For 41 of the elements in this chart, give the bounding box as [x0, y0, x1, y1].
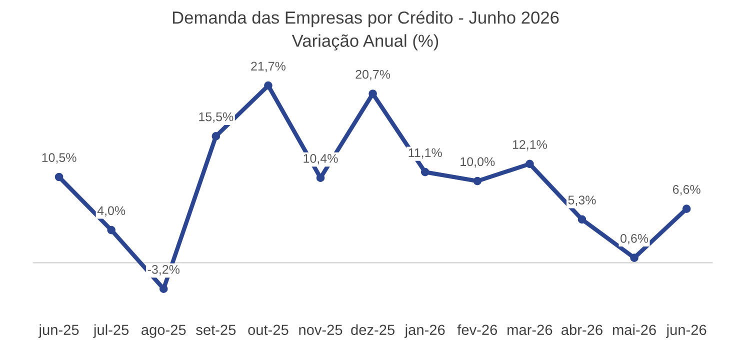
x-tick-label: mar-26	[508, 324, 552, 336]
data-label: 11,1%	[408, 148, 442, 159]
chart-title: Demanda das Empresas por Crédito - Junho 2026	[172, 10, 559, 28]
point	[630, 254, 638, 262]
data-label: 15,5%	[199, 112, 234, 123]
data-label: 4,0%	[97, 206, 126, 217]
point	[368, 90, 377, 98]
point	[107, 226, 116, 234]
point	[526, 160, 534, 168]
x-tick-label: out-25	[248, 324, 288, 336]
data-label: 10,5%	[42, 153, 76, 164]
x-tick-label: jun-25	[38, 324, 79, 338]
x-tick-label: dez-25	[351, 324, 394, 336]
x-tick-label: jun-26	[666, 324, 706, 338]
x-tick-label: mai-26	[612, 324, 656, 336]
x-tick-label: jul-25	[93, 324, 129, 338]
data-label: 10,4%	[304, 154, 338, 164]
point	[316, 174, 325, 182]
x-tick-label: jan-26	[404, 324, 445, 338]
data-label: 20,7%	[356, 70, 390, 80]
x-tick-label: ago-25	[142, 324, 186, 338]
x-tick-label: nov-25	[299, 324, 342, 336]
data-label: 0,6%	[620, 234, 648, 244]
x-tick-label: set-25	[196, 324, 236, 336]
data-label: 5,3%	[568, 196, 596, 206]
data-label: 12,1%	[512, 140, 547, 150]
x-tick-label: abr-26	[562, 324, 602, 336]
point	[420, 168, 430, 176]
x-tick-label: fev-26	[457, 324, 498, 336]
data-label: 10,0%	[460, 157, 495, 168]
data-label: 6,6%	[672, 185, 700, 196]
data-label: 21,7%	[251, 62, 286, 72]
data-label: -3,2%	[148, 264, 180, 276]
point	[54, 172, 64, 182]
chart-subtitle: Variação Anual (%)	[292, 34, 438, 50]
point	[212, 132, 220, 140]
point	[578, 215, 586, 224]
point	[159, 284, 168, 293]
point	[682, 204, 691, 213]
point	[264, 81, 272, 90]
point	[473, 176, 482, 186]
